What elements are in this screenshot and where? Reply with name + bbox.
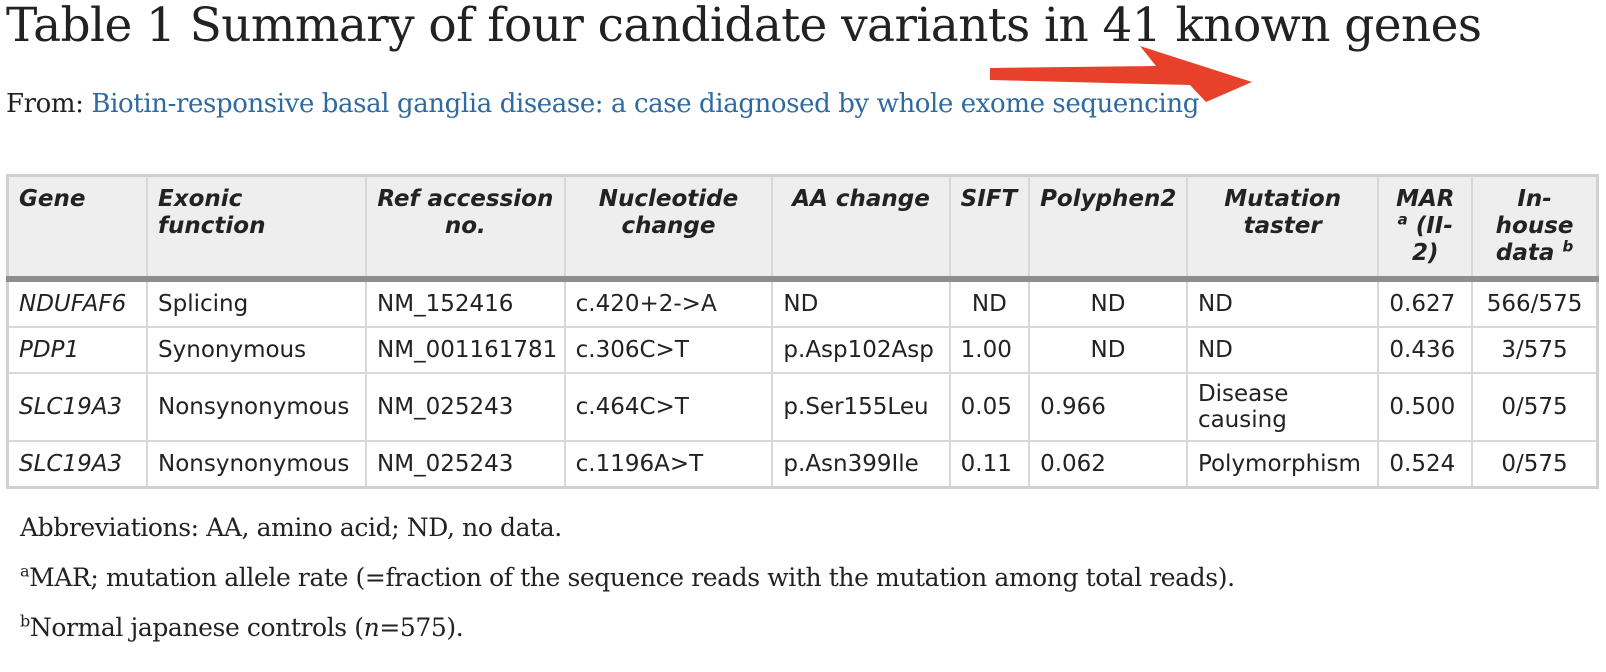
cell-polyphen: 0.966 [1028,372,1188,442]
arrow-shape [990,46,1252,102]
table-body: NDUFAF6 Splicing NM_152416 c.420+2->A ND ND ND… [6,278,1599,489]
cell-nucleotide: c.420+2->A [563,278,774,328]
cell-aa: ND [771,278,951,328]
col-header-sift: SIFT [948,174,1031,280]
cell-taster: Disease causing [1185,372,1380,442]
table-row: SLC19A3 Nonsynonymous NM_025243 c.464C>T p.S… [6,372,1599,442]
col-header-gene: Gene [6,174,149,280]
source-line: From: Biotin-responsive basal ganglia di… [6,89,1199,119]
footnote-abbreviations: Abbreviations: AA, amino acid; ND, no da… [20,513,562,542]
cell-sift: 0.11 [948,440,1031,489]
footnote-b-marker: b [20,611,30,631]
col-header-nucleotide-change: Nucleotide change [563,174,774,280]
cell-aa: p.Asn399Ile [771,440,951,489]
cell-polyphen: 0.062 [1028,440,1188,489]
source-article-link[interactable]: Biotin-responsive basal ganglia disease:… [91,89,1199,119]
cell-aa: p.Ser155Leu [771,372,951,442]
cell-taster: Polymorphism [1185,440,1380,489]
variants-table: Gene Exonic function Ref accession no. N… [6,174,1599,489]
cell-mar: 0.627 [1377,278,1474,328]
cell-ref: NM_001161781 [365,326,566,374]
cell-inhouse: 566/575 [1471,278,1599,328]
cell-mar: 0.500 [1377,372,1474,442]
cell-ref: NM_025243 [365,372,566,442]
cell-sift: ND [948,278,1031,328]
cell-nucleotide: c.306C>T [563,326,774,374]
col-header-polyphen2: Polyphen2 [1028,174,1188,280]
cell-ref: NM_025243 [365,440,566,489]
footnote-a: aMAR; mutation allele rate (=fraction of… [20,562,1235,594]
footnote-b: bNormal japanese controls (n=575). [20,612,1235,644]
cell-gene: PDP1 [6,326,149,374]
cell-nucleotide: c.1196A>T [563,440,774,489]
footnote-b-n: n [363,613,380,642]
cell-gene: SLC19A3 [6,440,149,489]
table-title: Table 1 Summary of four candidate varian… [6,0,1482,53]
cell-exonic: Synonymous [146,326,368,374]
col-header-mutation-taster: Mutation taster [1185,174,1380,280]
cell-sift: 0.05 [948,372,1031,442]
cell-aa: p.Asp102Asp [771,326,951,374]
header-row: Gene Exonic function Ref accession no. N… [6,174,1599,280]
table-footnotes: Abbreviations: AA, amino acid; ND, no da… [20,512,1235,662]
cell-sift: 1.00 [948,326,1031,374]
cell-mar: 0.436 [1377,326,1474,374]
in-house-footnote-marker: b [1562,237,1574,256]
cell-inhouse: 3/575 [1471,326,1599,374]
col-header-ref-accession: Ref accession no. [365,174,566,280]
cell-polyphen: ND [1028,326,1188,374]
cell-exonic: Splicing [146,278,368,328]
cell-inhouse: 0/575 [1471,372,1599,442]
mar-footnote-marker: a [1397,210,1408,229]
cell-taster: ND [1185,278,1380,328]
footnote-a-marker: a [20,561,30,581]
from-label: From: [6,89,84,119]
in-house-label: In-house data [1495,186,1574,266]
cell-taster: ND [1185,326,1380,374]
mar-label-tail: (II-2) [1407,213,1453,266]
footnote-a-text: MAR; mutation allele rate (=fraction of … [29,563,1235,592]
table-row: PDP1 Synonymous NM_001161781 c.306C>T p.Asp1… [6,326,1599,374]
col-header-exonic-function: Exonic function [146,174,368,280]
mar-label: MAR [1396,186,1455,212]
col-header-mar: MAR a (II-2) [1377,174,1474,280]
red-arrow-annotation [990,46,1252,102]
cell-nucleotide: c.464C>T [563,372,774,442]
variants-table-wrapper: Gene Exonic function Ref accession no. N… [6,174,1599,489]
cell-inhouse: 0/575 [1471,440,1599,489]
cell-gene: SLC19A3 [6,372,149,442]
col-header-aa-change: AA change [771,174,951,280]
footnote-b-text: Normal japanese controls ( [29,613,364,642]
cell-exonic: Nonsynonymous [146,440,368,489]
col-header-in-house-data: In-house data b [1471,174,1599,280]
cell-polyphen: ND [1028,278,1188,328]
cell-gene: NDUFAF6 [6,278,149,328]
footnote-b-text-end: =575). [379,613,464,642]
cell-mar: 0.524 [1377,440,1474,489]
table-row: SLC19A3 Nonsynonymous NM_025243 c.1196A>T p.… [6,440,1599,489]
table-row: NDUFAF6 Splicing NM_152416 c.420+2->A ND ND ND… [6,278,1599,328]
cell-exonic: Nonsynonymous [146,372,368,442]
cell-ref: NM_152416 [365,278,566,328]
